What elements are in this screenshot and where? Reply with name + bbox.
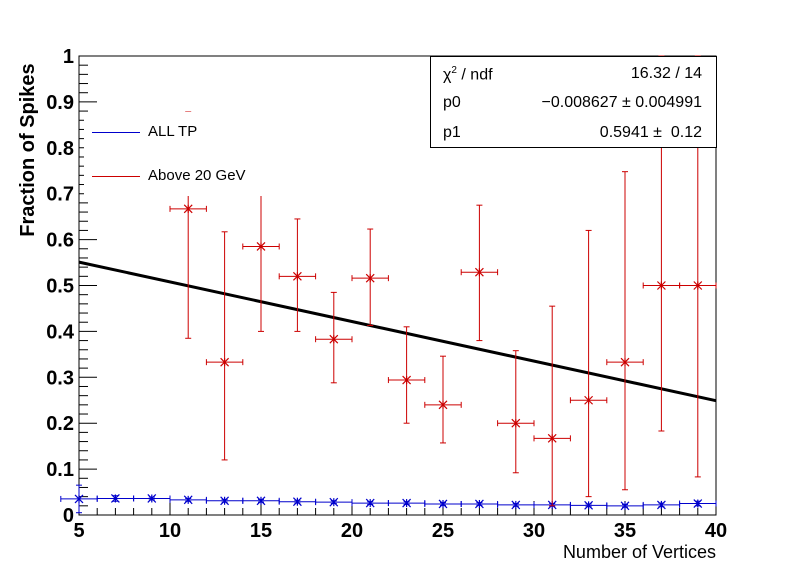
y-tick-label: 0.9 [46,92,74,114]
above-20-gev-y-error [403,326,410,424]
x-axis-label: Number of Vertices [563,542,716,562]
all-tp-point [656,500,666,510]
y-tick-label: 0.7 [46,184,74,206]
y-tick-label: 1 [63,46,74,68]
fit-line [78,260,717,403]
stats-row-p0: p0 −0.008627 ± 0.004991 [431,88,716,118]
all-tp-point [402,498,412,508]
above-20-gev-y-error [549,305,556,507]
above-20-gev-point [183,204,193,214]
all-tp-point [511,500,521,510]
above-20-gev-point [365,273,375,283]
y-tick-label: 0.4 [46,321,75,343]
y-tick-label: 0.6 [46,230,74,252]
ndf-label: / ndf [456,66,493,84]
above-20-gev-y-error [512,350,519,474]
all-tp-point [110,494,120,503]
above-20-gev-point [292,271,302,281]
all-tp-point [74,494,84,504]
chi-symbol: χ [443,66,452,84]
y-tick-label: 0.5 [46,276,74,298]
legend-line-above-20-gev [92,176,140,177]
all-tp-point [147,494,157,503]
all-tp-point [256,496,266,506]
p0-value: −0.008627 ± 0.004991 [541,94,702,111]
y-tick-label: 0 [63,505,74,527]
legend-entry-above-20-gev: Above 20 GeV [84,164,360,194]
y-axis-label: Fraction of Spikes [17,63,39,236]
all-tp-point [693,499,703,508]
above-20-gev-point [511,418,521,428]
above-20-gev-y-error [622,171,628,491]
above-20-gev-point [584,395,594,405]
above-20-gev-point [693,281,703,290]
x-tick-label: 15 [250,520,272,542]
x-tick-label: 35 [614,520,636,542]
above-20-gev-point [438,400,448,410]
p1-label: p1 [443,124,461,141]
all-tp-point [329,497,339,507]
all-tp-point [474,499,484,509]
all-tp-point [220,496,230,506]
stats-row-p1: p1 0.5941 ± 0.12 [431,118,716,148]
x-tick-label: 10 [159,520,181,542]
all-tp-point [584,500,594,510]
above-20-gev-point [547,433,557,443]
all-tp-point [438,499,448,509]
all-tp-point [183,495,193,505]
above-20-gev-point [256,242,266,251]
x-tick-label: 20 [341,520,363,542]
chi-superscript: 2 [451,65,457,76]
above-20-gev-y-error [440,355,446,444]
legend-entry-all-tp: ALL TP [84,120,360,150]
all-tp-point [365,498,375,508]
above-20-gev-point [474,267,484,277]
above-20-gev-point [656,281,666,290]
y-tick-label: 0.8 [46,138,74,160]
y-tick-label: 0.1 [46,459,74,481]
fit-stats-box: χ2 / ndf 16.32 / 14 p0 −0.008627 ± 0.004… [430,56,717,148]
legend-line-all-tp [92,132,140,133]
stats-row-chi2: χ2 / ndf 16.32 / 14 [431,59,716,89]
legend-label-above-20-gev: Above 20 GeV [148,167,246,184]
p1-value: 0.5941 ± 0.12 [599,124,702,141]
legend: ALL TP Above 20 GeV [84,112,360,196]
legend-label-all-tp: ALL TP [148,123,198,140]
above-20-gev-point [220,357,230,367]
above-20-gev-point [329,334,339,344]
all-tp-point [292,497,302,507]
chart-marks [60,55,717,514]
axes: 00.10.20.30.40.50.60.70.80.915 10 15 20 25 30… [46,46,727,542]
y-tick-label: 0.3 [46,367,74,389]
all-tp-point [620,501,630,511]
chi2-value: 16.32 / 14 [630,65,702,82]
y-tick-label: 0.2 [46,413,74,435]
p0-label: p0 [443,94,461,111]
above-20-gev-y-error [221,231,228,461]
x-tick-label: 40 [705,520,727,542]
chi2-label: χ2 / ndf [443,65,493,84]
above-20-gev-y-error [585,229,592,498]
above-20-gev-y-error [258,174,264,332]
x-tick-label: 5 [73,520,84,542]
x-tick-label: 30 [523,520,545,542]
x-tick-label: 25 [432,520,454,542]
above-20-gev-point [620,357,630,367]
above-20-gev-point [402,375,412,385]
